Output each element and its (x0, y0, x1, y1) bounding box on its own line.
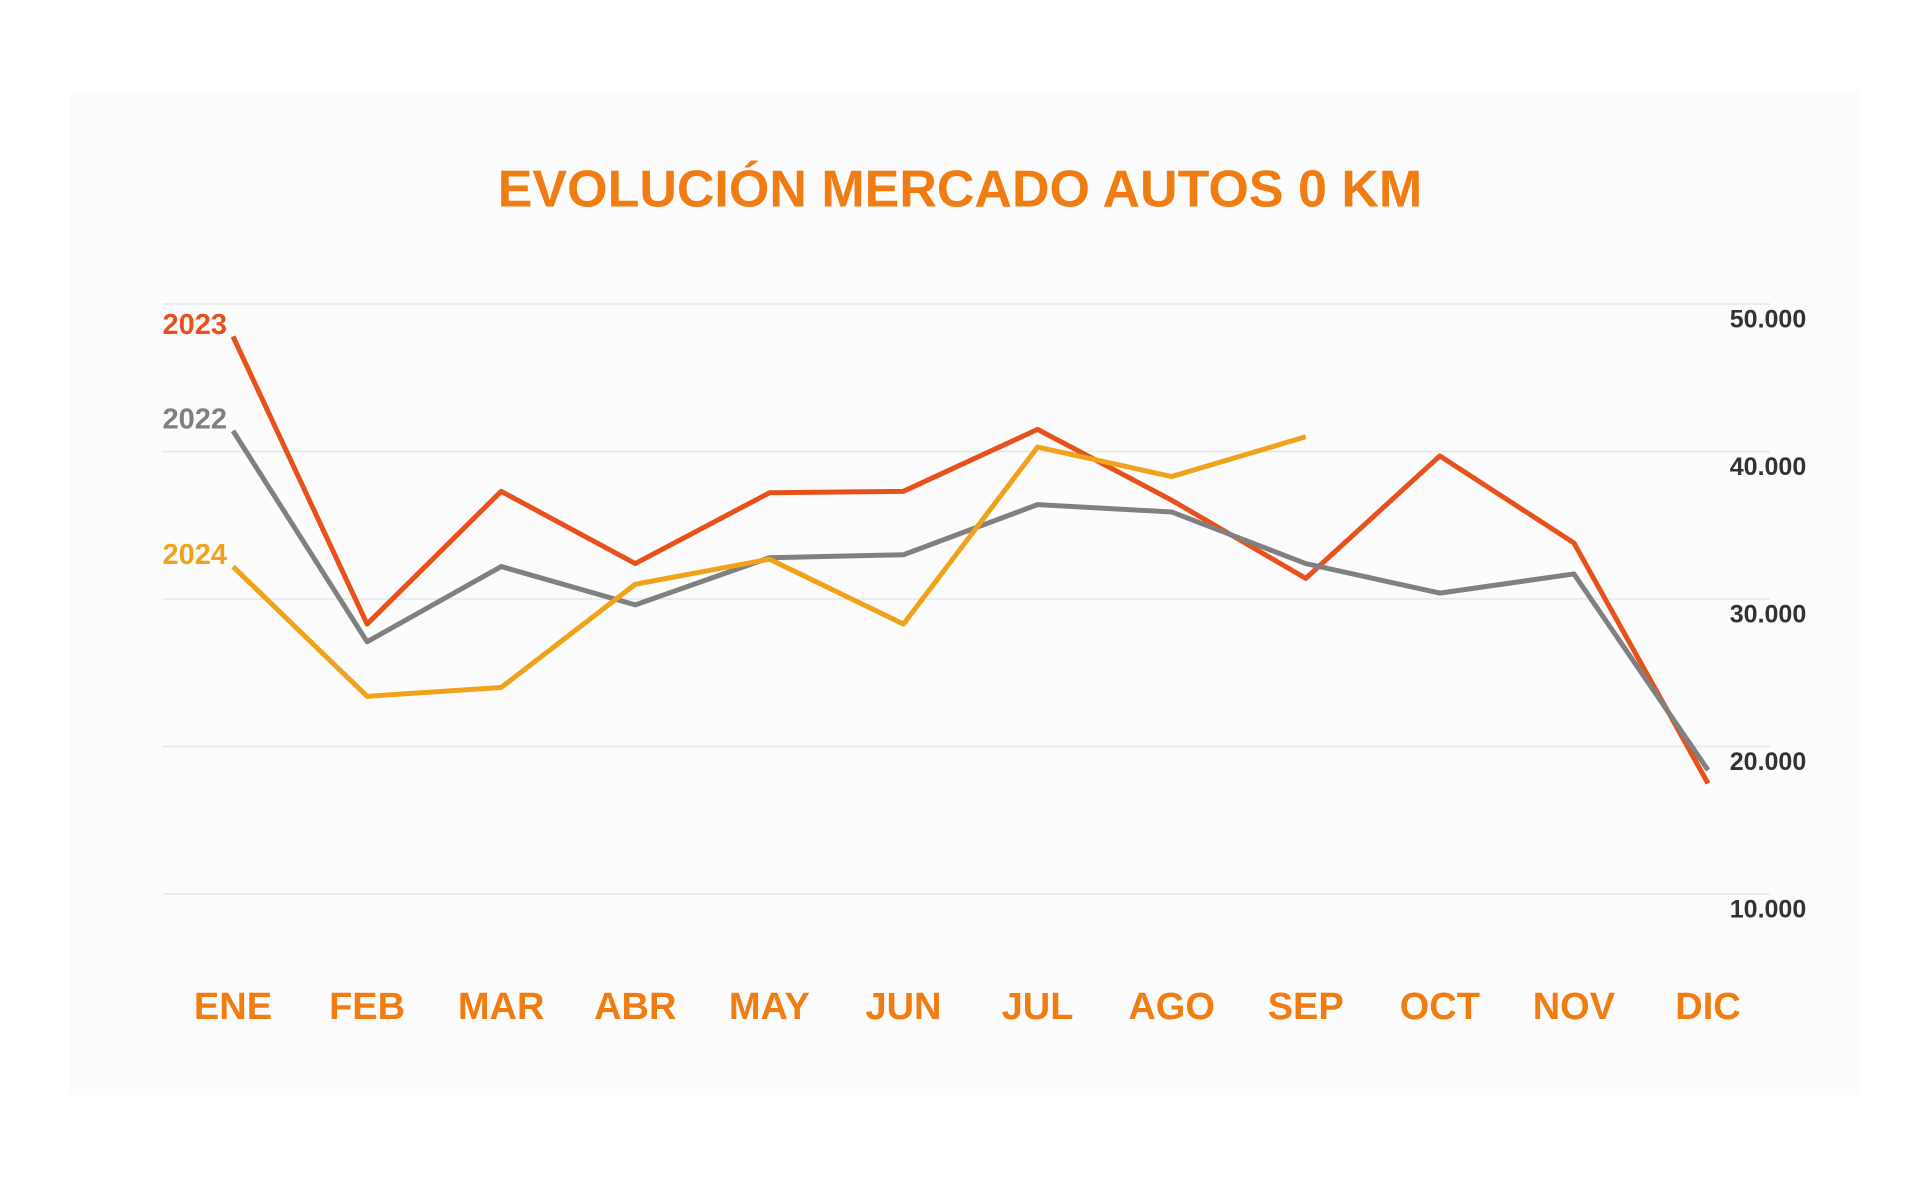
series-label: 2024 (162, 539, 227, 571)
x-tick-label: JUN (865, 986, 941, 1028)
y-tick-label: 30.000 (1730, 601, 1806, 629)
x-tick-label: AGO (1128, 986, 1215, 1028)
y-tick-label: 10.000 (1730, 896, 1806, 924)
x-tick-label: NOV (1533, 986, 1616, 1028)
series-line (230, 429, 1711, 772)
y-tick-label: 40.000 (1730, 453, 1806, 481)
x-tick-label: JUL (1002, 986, 1074, 1028)
series-label: 2022 (162, 404, 227, 436)
x-tick-label: DIC (1675, 986, 1740, 1028)
series-label: 2023 (162, 309, 227, 341)
series-line (230, 335, 1711, 785)
y-tick-label: 50.000 (1730, 306, 1806, 334)
x-tick-label: MAY (729, 986, 810, 1028)
x-tick-label: OCT (1400, 986, 1480, 1028)
x-tick-label: SEP (1268, 986, 1344, 1028)
x-tick-label: ENE (194, 986, 272, 1028)
x-tick-label: ABR (594, 986, 676, 1028)
x-tick-label: FEB (329, 986, 405, 1028)
chart-title: EVOLUCIÓN MERCADO AUTOS 0 KM (498, 161, 1423, 219)
panel (70, 90, 1860, 1095)
y-tick-label: 20.000 (1730, 748, 1806, 776)
x-tick-label: MAR (458, 986, 545, 1028)
series-line (231, 434, 1307, 699)
